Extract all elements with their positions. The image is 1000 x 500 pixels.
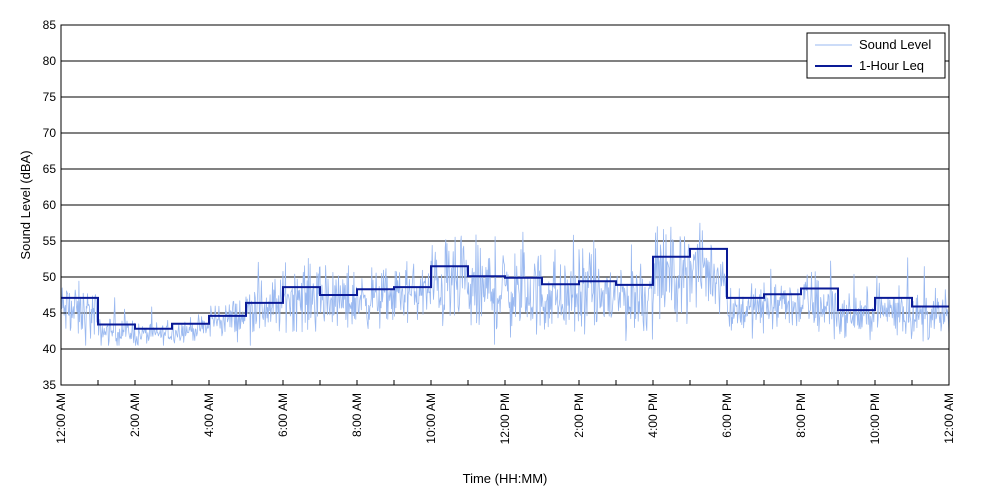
y-tick-label: 85 — [43, 18, 57, 32]
x-tick-label: 4:00 PM — [646, 393, 660, 438]
x-tick-label: 8:00 PM — [794, 393, 808, 438]
y-tick-label: 75 — [43, 90, 57, 104]
x-tick-label: 6:00 PM — [720, 393, 734, 438]
x-tick-label: 4:00 AM — [202, 393, 216, 437]
x-axis: 12:00 AM 2:00 AM 4:00 AM 6:00 AM 8:00 AM 10:0… — [54, 380, 956, 444]
legend: Sound Level 1-Hour Leq — [806, 32, 946, 79]
x-tick-label: 8:00 AM — [350, 393, 364, 437]
y-tick-label: 40 — [43, 342, 57, 356]
y-tick-label: 65 — [43, 162, 57, 176]
y-tick-label: 55 — [43, 234, 57, 248]
x-tick-label: 6:00 AM — [276, 393, 290, 437]
y-axis-label: Sound Level (dBA) — [18, 150, 33, 259]
legend-label-sound-level: Sound Level — [859, 37, 931, 52]
x-tick-label: 10:00 PM — [868, 393, 882, 444]
x-tick-label: 2:00 AM — [128, 393, 142, 437]
y-tick-label: 70 — [43, 126, 57, 140]
y-tick-label: 35 — [43, 378, 57, 392]
y-tick-label: 80 — [43, 54, 57, 68]
legend-box — [806, 32, 946, 79]
y-axis: 35 40 45 50 55 60 65 70 75 80 85 — [43, 18, 66, 392]
legend-label-1-hour-leq: 1-Hour Leq — [859, 58, 924, 73]
x-tick-label: 10:00 AM — [424, 393, 438, 444]
y-tick-label: 45 — [43, 306, 57, 320]
leq-step-line — [61, 247, 949, 330]
x-tick-label: 2:00 PM — [572, 393, 586, 438]
x-axis-label: Time (HH:MM) — [463, 471, 548, 486]
x-tick-label: 12:00 PM — [498, 393, 512, 444]
y-tick-label: 60 — [43, 198, 57, 212]
x-tick-label: 12:00 AM — [54, 393, 68, 444]
y-tick-label: 50 — [43, 270, 57, 284]
x-tick-label: 12:00 AM — [942, 393, 956, 444]
series-1-hour-leq — [61, 247, 949, 330]
